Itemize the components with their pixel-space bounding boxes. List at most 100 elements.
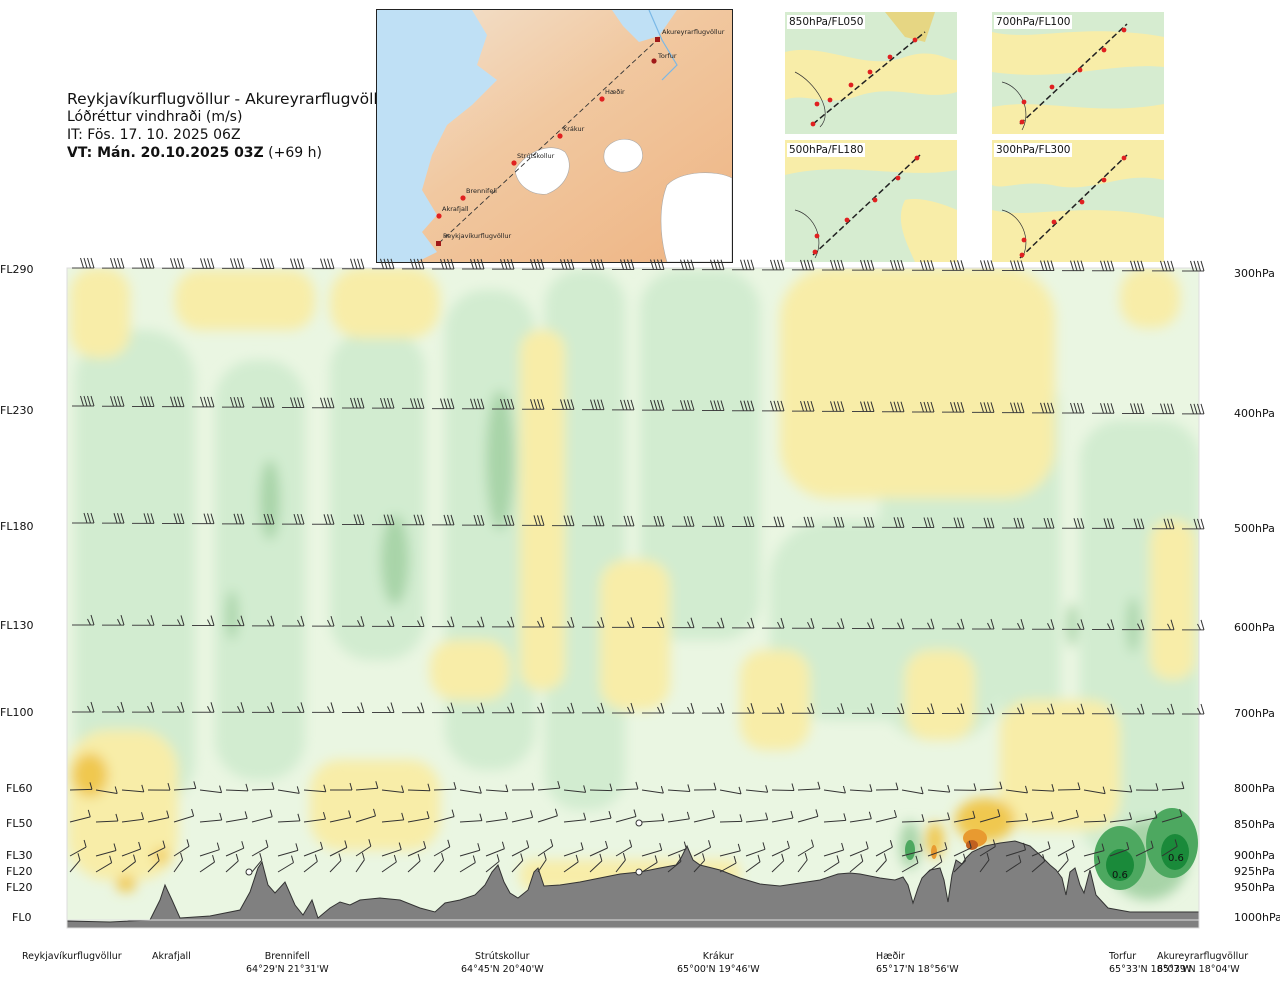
wind-barb-low-flag [1101,843,1105,851]
wind-barb-low-flag [1129,784,1133,793]
wind-barb-flag [807,400,811,412]
updraft-max-haedir [966,840,978,850]
wind-barb-flag [630,702,635,714]
wind-barb-low-flag [804,852,808,861]
wind-barb-flag [480,258,485,270]
wind-barb-flag [147,619,151,626]
wind-barb-flag [627,399,631,410]
wind-barb-low-flag [781,853,785,861]
wind-barb-low [511,846,529,857]
wind-barb-flag [807,259,811,271]
wind-barb-flag [510,616,515,628]
wind-barb-low-flag [191,808,195,817]
wind-barb-flag [350,258,354,269]
wind-barb-flag [357,258,361,269]
wind-barb-flag [180,702,185,713]
issue-time: IT: Fös. 17. 10. 2025 06Z [67,127,241,143]
x-label-akureyri-name: Akureyrarflugvöllur [1157,951,1249,962]
wind-barb-low [875,846,893,857]
wind-barb-flag [690,259,695,270]
wind-barb-flag [957,707,961,714]
waypoint-marker-brennifell [460,195,466,201]
wind-barb-flag [920,401,924,413]
wind-barb-flag [537,620,541,628]
wind-barb-low [771,860,785,873]
wind-barb-flag [113,513,118,524]
wind-barb-flag [507,398,511,410]
wind-barb-flag [380,398,384,409]
wind-barb-flag [1103,518,1108,529]
wind-barb-flag [1140,403,1145,414]
wind-barb-low [693,860,705,873]
wind-barb-low [563,848,584,857]
wind-barb-flag [417,258,421,270]
p-label-900: 900hPa [1234,849,1275,862]
wind-barb-flag [80,257,84,269]
wind-barb-flag [987,260,991,271]
wind-barb-flag [960,703,965,714]
wind-barb-low-flag [361,852,365,860]
wind-barb-flag [953,260,958,271]
wind-barb-flag [657,399,661,411]
wind-barb-low [225,817,248,823]
wind-barb-low [537,859,547,873]
wind-barb-flag [450,258,455,270]
wind-barb-low [745,819,768,823]
wind-barb-flag [1050,703,1055,714]
wind-barb-low [719,820,742,823]
wind-barb-flag [747,621,751,629]
wind-barb-flag [563,399,568,410]
wind-barb-flag [567,515,571,526]
wind-barb-low [1031,789,1054,792]
wind-barb-flag [1013,517,1018,529]
map-label-akureyri: Akureyrarflugvöllur [662,28,725,36]
x-label-strutskollur-coord: 64°45'N 20°40'W [461,964,544,975]
wind-barb-flag [983,517,988,528]
wind-barb-flag [357,397,361,409]
wind-barb-low [355,845,372,857]
wind-barb-flag [290,258,294,269]
wind-barb-flag [327,397,331,408]
wind-barb-flag [240,258,245,269]
wind-barb-low [823,861,840,873]
wind-barb-flag [410,258,414,270]
wind-barb-flag [600,617,605,628]
wind-barb-flag [623,259,628,270]
wind-barb-flag [113,257,118,269]
wind-barb-flag [653,259,658,270]
wind-barb-flag [597,706,601,714]
wind-barb-low [251,859,263,873]
wind-barb-low [1109,789,1132,793]
wind-barb-flag [720,259,725,270]
wind-barb-low [199,819,222,823]
wind-barb-flag [750,259,755,270]
wind-barb-flag [357,619,361,627]
p-label-925: 925hPa [1234,865,1275,878]
wind-barb-flag [240,615,245,626]
wind-barb-flag [1133,403,1138,414]
wind-barb-flag [180,615,185,626]
wind-barb-flag [900,401,905,412]
wind-barb-flag [207,705,211,713]
wind-barb-low-flag [1024,785,1028,794]
x-label-akrafjall: Akrafjall [152,950,191,963]
wind-barb-flag [690,400,695,411]
wind-barb-low-flag [583,812,587,820]
wind-barb-low [251,846,269,857]
wind-barb-flag [1200,260,1205,272]
wind-barb-flag [563,259,568,270]
mini-map-300: 300hPa/FL300 [992,140,1164,262]
wind-barb-flag [623,515,628,527]
wind-barb-low [69,859,81,873]
wind-barb-flag [930,618,935,629]
wind-barb-flag [530,399,534,410]
wind-barb-flag [567,399,571,410]
wind-barb-low-flag [212,854,216,863]
wind-barb-low-flag [762,842,766,850]
wind-barb-flag [630,515,635,527]
fl-label-230: FL230 [0,404,34,417]
map-sea-north [612,10,677,42]
wind-barb-flag [173,513,178,524]
wind-barb-low [1109,818,1132,823]
wind-barb-flag [327,514,331,525]
